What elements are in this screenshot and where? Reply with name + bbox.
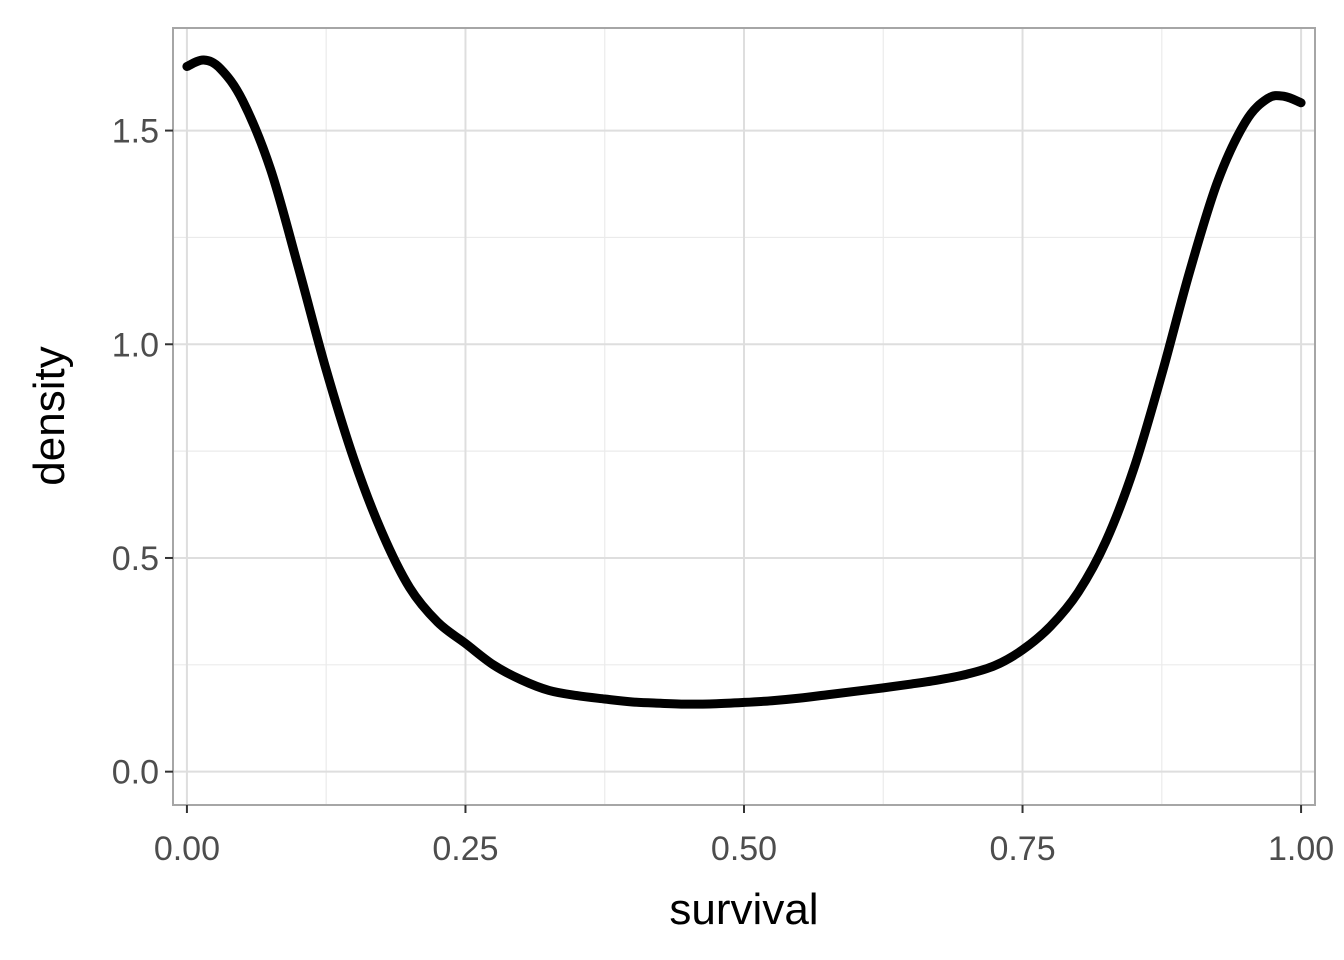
x-axis-title: survival (669, 885, 818, 934)
x-tick-label: 0.75 (989, 830, 1055, 868)
y-tick-label: 0.0 (112, 754, 159, 792)
density-curve (182, 55, 1306, 709)
y-axis-title: density (25, 346, 74, 485)
major-grid (173, 28, 1315, 805)
x-tick-label: 0.25 (432, 830, 498, 868)
x-tick-label: 0.50 (711, 830, 777, 868)
y-tick-label: 0.5 (112, 540, 159, 578)
x-tick-label: 0.00 (154, 830, 220, 868)
x-axis-ticks: 0.00 0.25 0.50 0.75 1.00 (154, 805, 1334, 868)
y-tick-label: 1.5 (112, 113, 159, 151)
x-tick-label: 1.00 (1268, 830, 1334, 868)
y-tick-label: 1.0 (112, 326, 159, 364)
y-axis-ticks: 0.0 0.5 1.0 1.5 (112, 113, 173, 792)
